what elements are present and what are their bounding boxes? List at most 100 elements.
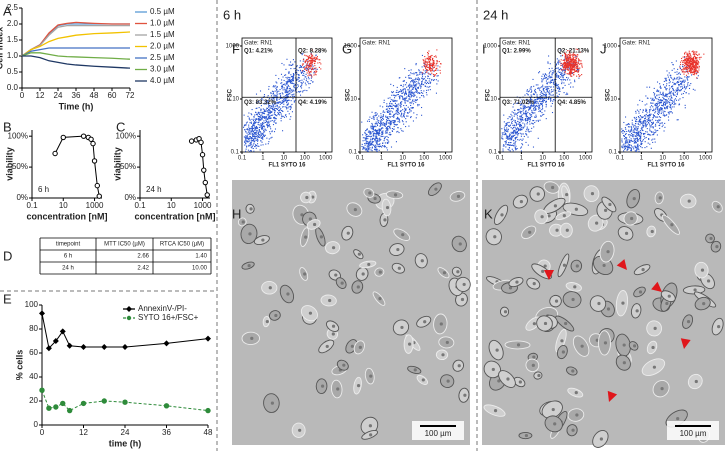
event-dot: [297, 74, 298, 75]
event-dot: [308, 69, 309, 70]
event-dot: [635, 150, 636, 151]
event-dot: [282, 130, 283, 131]
x-tick-label: 1000: [194, 201, 212, 210]
event-dot: [268, 86, 269, 87]
event-dot: [377, 113, 378, 114]
event-dot: [518, 124, 519, 125]
event-dot: [384, 146, 385, 147]
event-dot: [536, 105, 537, 106]
event-dot: [629, 142, 630, 143]
event-dot: [668, 101, 669, 102]
event-dot: [531, 92, 532, 93]
event-dot: [698, 61, 699, 62]
event-dot: [405, 84, 406, 85]
event-dot: [409, 89, 410, 90]
event-dot: [531, 110, 532, 111]
event-dot: [521, 111, 522, 112]
event-dot: [264, 94, 265, 95]
event-dot: [637, 146, 638, 147]
x-tick-label: 36: [72, 91, 81, 100]
event-dot: [656, 130, 657, 131]
event-dot: [666, 88, 667, 89]
event-dot: [413, 81, 414, 82]
event-dot: [688, 56, 689, 57]
event-dot: [415, 64, 416, 65]
event-dot: [370, 139, 371, 140]
event-dot: [581, 63, 582, 64]
event-dot: [558, 77, 559, 78]
event-dot: [367, 146, 368, 147]
event-dot: [386, 103, 387, 104]
event-dot: [377, 144, 378, 145]
event-dot: [426, 58, 427, 59]
event-dot: [263, 120, 264, 121]
event-dot: [386, 139, 387, 140]
event-dot: [405, 77, 406, 78]
event-dot: [694, 67, 695, 68]
event-dot: [305, 83, 306, 84]
nucleus: [351, 345, 354, 348]
event-dot: [510, 150, 511, 151]
event-dot: [273, 91, 274, 92]
event-dot: [633, 134, 634, 135]
event-dot: [430, 57, 431, 58]
event-dot: [651, 100, 652, 101]
event-dot: [563, 69, 564, 70]
event-dot: [270, 137, 271, 138]
event-dot: [439, 66, 440, 67]
event-dot: [383, 112, 384, 113]
event-dot: [644, 115, 645, 116]
event-dot: [638, 124, 639, 125]
event-dot: [389, 105, 390, 106]
event-dot: [411, 101, 412, 102]
event-dot: [275, 128, 276, 129]
event-dot: [515, 141, 516, 142]
event-dot: [380, 123, 381, 124]
event-dot: [371, 123, 372, 124]
event-dot: [628, 139, 629, 140]
event-dot: [368, 146, 369, 147]
event-dot: [684, 86, 685, 87]
event-dot: [403, 92, 404, 93]
event-dot: [245, 138, 246, 139]
event-dot: [389, 113, 390, 114]
event-dot: [521, 108, 522, 109]
event-dot: [647, 124, 648, 125]
event-dot: [255, 119, 256, 120]
legend-label: SYTO 16+/FSC+: [138, 313, 199, 322]
event-dot: [272, 109, 273, 110]
event-dot: [545, 77, 546, 78]
event-dot: [258, 133, 259, 134]
event-dot: [573, 86, 574, 87]
nucleus: [374, 197, 377, 200]
event-dot: [409, 97, 410, 98]
event-dot: [578, 74, 579, 75]
event-dot: [366, 143, 367, 144]
x-tick-label: 10: [659, 156, 666, 162]
event-dot: [440, 70, 441, 71]
event-dot: [680, 86, 681, 87]
event-dot: [266, 138, 267, 139]
event-dot: [518, 109, 519, 110]
event-dot: [626, 139, 627, 140]
event-dot: [427, 78, 428, 79]
event-dot: [301, 67, 302, 68]
event-dot: [521, 129, 522, 130]
event-dot: [574, 69, 575, 70]
event-dot: [513, 127, 514, 128]
event-dot: [691, 74, 692, 75]
event-dot: [367, 149, 368, 150]
event-dot: [681, 78, 682, 79]
event-dot: [304, 61, 305, 62]
event-dot: [561, 69, 562, 70]
event-dot: [545, 92, 546, 93]
event-dot: [413, 120, 414, 121]
event-dot: [634, 140, 635, 141]
event-dot: [631, 146, 632, 147]
event-dot: [292, 79, 293, 80]
event-dot: [528, 106, 529, 107]
quadrant-label: Q3: 83.32%: [244, 100, 277, 106]
event-dot: [299, 92, 300, 93]
nucleus: [334, 273, 337, 276]
event-dot: [667, 94, 668, 95]
